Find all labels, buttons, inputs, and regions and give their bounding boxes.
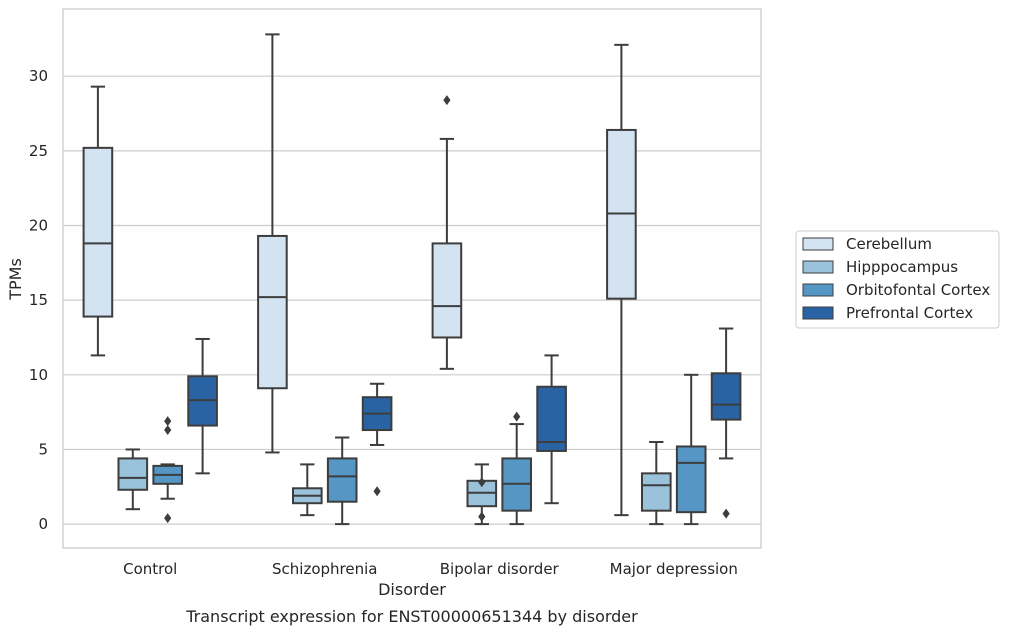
box-iqr bbox=[675, 445, 707, 514]
box-iqr bbox=[257, 234, 288, 390]
box-orbitofontal-cortex bbox=[152, 416, 184, 524]
legend-entry-label: Cerebellum bbox=[846, 235, 932, 253]
box-iqr bbox=[431, 242, 463, 339]
outlier-point bbox=[722, 508, 730, 519]
legend-swatch bbox=[802, 306, 834, 320]
gridlines bbox=[63, 75, 761, 525]
legend-swatch bbox=[802, 283, 834, 297]
x-tick-label: Schizophrenia bbox=[272, 560, 377, 578]
x-tick-labels: Control Schizophrenia Bipolar disorder Majo… bbox=[123, 560, 738, 578]
outlier-point bbox=[443, 95, 451, 106]
y-tick-labels: 0 5 10 15 20 25 30 bbox=[29, 67, 48, 533]
y-axis-label: TPMs bbox=[6, 258, 25, 301]
legend-swatch bbox=[802, 260, 834, 274]
plot-frame bbox=[62, 8, 762, 549]
box-iqr bbox=[640, 472, 672, 512]
box-cerebellum bbox=[606, 43, 637, 517]
legend-swatch bbox=[802, 237, 834, 251]
y-tick-label: 10 bbox=[29, 366, 48, 384]
y-tick-label: 5 bbox=[38, 440, 48, 458]
box-iqr bbox=[326, 457, 358, 503]
box-cerebellum bbox=[82, 85, 114, 357]
legend-frame bbox=[795, 230, 1000, 329]
y-tick-label: 0 bbox=[38, 515, 48, 533]
y-tick-label: 25 bbox=[29, 142, 48, 160]
box-iqr bbox=[82, 146, 114, 318]
legend-entry-label: Orbitofontal Cortex bbox=[846, 281, 990, 299]
x-tick-label: Bipolar disorder bbox=[440, 560, 560, 578]
box-orbitofontal-cortex bbox=[675, 373, 707, 526]
box-prefrontal-cortex bbox=[536, 354, 567, 505]
outlier-point bbox=[164, 513, 172, 524]
legend-entry-label: Hipppocampus bbox=[846, 258, 958, 276]
outlier-point bbox=[164, 425, 172, 436]
chart-caption: Transcript expression for ENST0000065134… bbox=[185, 607, 638, 626]
x-tick-label: Control bbox=[123, 560, 177, 578]
legend-entry-label: Prefrontal Cortex bbox=[846, 304, 973, 322]
y-tick-label: 20 bbox=[29, 216, 48, 234]
box-prefrontal-cortex bbox=[361, 382, 393, 497]
outlier-point bbox=[373, 486, 381, 497]
y-tick-label: 30 bbox=[29, 67, 48, 85]
outlier-point bbox=[478, 511, 486, 522]
outlier-point bbox=[478, 477, 486, 488]
box-iqr bbox=[117, 457, 149, 491]
box-hipppocampus bbox=[291, 463, 323, 517]
x-tick-label: Major depression bbox=[610, 560, 738, 578]
box-prefrontal-cortex bbox=[187, 337, 218, 475]
legend: Cerebellum Hipppocampus Orbitofontal Corte… bbox=[795, 230, 1000, 329]
box-hipppocampus bbox=[640, 440, 672, 526]
plot-area bbox=[63, 9, 761, 548]
box-iqr bbox=[710, 372, 742, 421]
box-prefrontal-cortex bbox=[710, 327, 742, 519]
y-tick-label: 15 bbox=[29, 291, 48, 309]
outlier-point bbox=[164, 416, 172, 427]
outlier-point bbox=[513, 411, 521, 422]
box-cerebellum bbox=[257, 33, 288, 454]
box-orbitofontal-cortex bbox=[501, 411, 533, 526]
box-hipppocampus bbox=[466, 463, 498, 526]
box-series bbox=[82, 33, 742, 526]
box-iqr bbox=[536, 385, 567, 452]
box-cerebellum bbox=[431, 95, 463, 370]
box-hipppocampus bbox=[117, 448, 149, 511]
box-orbitofontal-cortex bbox=[326, 436, 358, 526]
x-axis-label: Disorder bbox=[378, 580, 446, 599]
